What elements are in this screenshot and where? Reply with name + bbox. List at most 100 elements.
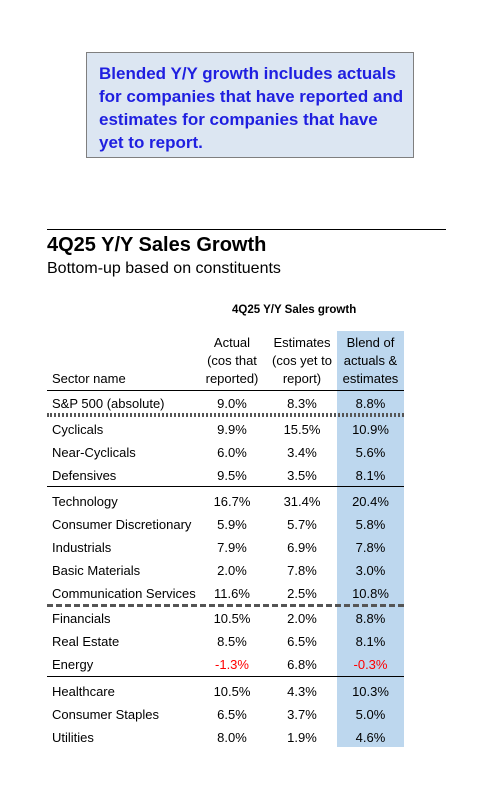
sector-name-cell: Communication Services xyxy=(52,586,196,601)
blend-cell: 5.8% xyxy=(355,517,386,532)
sector-name-cell: Cyclicals xyxy=(52,422,104,437)
sector-name-cell: Technology xyxy=(52,494,118,509)
sector-name-cell: Near-Cyclicals xyxy=(52,445,136,460)
actual-cell: 10.5% xyxy=(213,684,251,699)
blend-cell: 5.6% xyxy=(355,445,386,460)
table-row: Cyclicals 9.9% 15.5% 10.9% xyxy=(0,419,492,442)
estimates-cell: 3.7% xyxy=(287,707,317,722)
sector-name-cell: Defensives xyxy=(52,468,117,483)
table-row: Industrials 7.9% 6.9% 7.8% xyxy=(0,537,492,560)
actual-cell: 6.0% xyxy=(217,445,247,460)
note-line: Blended Y/Y growth includes actuals xyxy=(99,64,396,83)
estimates-cell: 6.5% xyxy=(287,634,317,649)
table-row: Basic Materials 2.0% 7.8% 3.0% xyxy=(0,560,492,583)
actual-cell: 10.5% xyxy=(213,611,251,626)
actual-cell: 16.7% xyxy=(213,494,251,509)
sector-name-cell: Energy xyxy=(52,657,94,672)
sector-name-cell: Utilities xyxy=(52,730,94,745)
estimates-cell: 6.8% xyxy=(287,657,317,672)
blend-cell: 10.8% xyxy=(352,586,389,601)
sector-name-cell: Real Estate xyxy=(52,634,120,649)
group-divider xyxy=(47,604,404,607)
table-row: Near-Cyclicals 6.0% 3.4% 5.6% xyxy=(0,442,492,465)
table-row: S&P 500 (absolute) 9.0% 8.3% 8.8% xyxy=(0,393,492,416)
actual-cell: 9.9% xyxy=(217,422,247,437)
estimates-cell: 1.9% xyxy=(287,730,317,745)
table-row: Financials 10.5% 2.0% 8.8% xyxy=(0,608,492,631)
estimates-cell: 5.7% xyxy=(287,517,317,532)
estimates-cell: 2.5% xyxy=(287,586,317,601)
actual-cell: 6.5% xyxy=(217,707,247,722)
actual-cell: 11.6% xyxy=(214,586,250,601)
sector-name-cell: Industrials xyxy=(52,540,112,555)
blend-cell: 10.9% xyxy=(352,422,389,437)
estimates-cell: 8.3% xyxy=(287,396,317,411)
blend-cell: 8.1% xyxy=(355,468,386,483)
header-estimates: Estimates (cos yet to report) xyxy=(266,334,338,388)
table-row: Energy -1.3% 6.8% -0.3% xyxy=(0,654,492,677)
actual-cell: 8.5% xyxy=(217,634,247,649)
table-row: Utilities 8.0% 1.9% 4.6% xyxy=(0,727,492,750)
header-blend-line: actuals & xyxy=(343,353,398,368)
note-line: estimates for companies that have xyxy=(99,110,378,129)
actual-cell: 9.5% xyxy=(217,468,247,483)
row-divider xyxy=(47,415,404,417)
blend-cell: 3.0% xyxy=(355,563,386,578)
actual-cell: 7.9% xyxy=(217,540,247,555)
note-box: Blended Y/Y growth includes actuals for … xyxy=(86,52,414,158)
estimates-cell: 2.0% xyxy=(287,611,317,626)
sector-name-cell: S&P 500 (absolute) xyxy=(52,396,165,411)
blend-cell: 5.0% xyxy=(355,707,386,722)
header-estimates-line: (cos yet to xyxy=(272,353,332,368)
blend-cell: 8.8% xyxy=(355,396,386,411)
blend-cell: 7.8% xyxy=(355,540,386,555)
sector-name-cell: Basic Materials xyxy=(52,563,141,578)
estimates-cell: 3.4% xyxy=(287,445,317,460)
actual-cell: 8.0% xyxy=(217,730,247,745)
table-row: Real Estate 8.5% 6.5% 8.1% xyxy=(0,631,492,654)
estimates-cell: 4.3% xyxy=(287,684,317,699)
header-estimates-line: report) xyxy=(282,371,322,386)
header-sector: Sector name xyxy=(52,371,126,386)
group-divider xyxy=(47,486,404,487)
estimates-cell: 15.5% xyxy=(283,422,321,437)
actual-cell: -1.3% xyxy=(215,657,249,672)
group-divider xyxy=(47,676,404,677)
table-subtitle: Bottom-up based on constituents xyxy=(47,260,281,277)
table-title: 4Q25 Y/Y Sales Growth xyxy=(47,234,267,256)
sector-name-cell: Consumer Discretionary xyxy=(52,517,192,532)
header-blend-line: estimates xyxy=(342,371,399,386)
estimates-cell: 31.4% xyxy=(283,494,321,509)
table-row: Consumer Discretionary 5.9% 5.7% 5.8% xyxy=(0,514,492,537)
header-actual: Actual (cos that reported) xyxy=(200,334,264,388)
header-actual-line: reported) xyxy=(205,371,259,386)
table-row: Consumer Staples 6.5% 3.7% 5.0% xyxy=(0,704,492,727)
actual-cell: 5.9% xyxy=(217,517,247,532)
table-row: Technology 16.7% 31.4% 20.4% xyxy=(0,491,492,514)
table-row: Communication Services 11.6% 2.5% 10.8% xyxy=(0,583,492,606)
note-line: for companies that have reported and xyxy=(99,87,404,106)
estimates-cell: 7.8% xyxy=(287,563,317,578)
header-estimates-line: Estimates xyxy=(273,335,331,350)
header-rule xyxy=(47,390,404,391)
actual-cell: 9.0% xyxy=(217,396,247,411)
sector-name-cell: Consumer Staples xyxy=(52,707,159,722)
blend-column-highlight xyxy=(337,331,404,747)
table-row: Defensives 9.5% 3.5% 8.1% xyxy=(0,465,492,488)
blend-cell: 10.3% xyxy=(352,684,389,699)
sector-name-cell: Healthcare xyxy=(52,684,115,699)
note-line: yet to report. xyxy=(99,133,203,152)
blend-cell: 8.1% xyxy=(355,634,386,649)
blend-cell: 4.6% xyxy=(355,730,386,745)
title-rule xyxy=(47,229,446,230)
header-blend-line: Blend of xyxy=(346,335,395,350)
table-row: Healthcare 10.5% 4.3% 10.3% xyxy=(0,681,492,704)
estimates-cell: 3.5% xyxy=(287,468,317,483)
header-blend: Blend of actuals & estimates xyxy=(337,334,404,388)
header-actual-line: (cos that xyxy=(207,353,257,368)
blend-cell: -0.3% xyxy=(353,657,388,672)
blend-cell: 20.4% xyxy=(352,494,389,509)
row-divider xyxy=(47,413,404,415)
sector-name-cell: Financials xyxy=(52,611,111,626)
estimates-cell: 6.9% xyxy=(287,540,317,555)
